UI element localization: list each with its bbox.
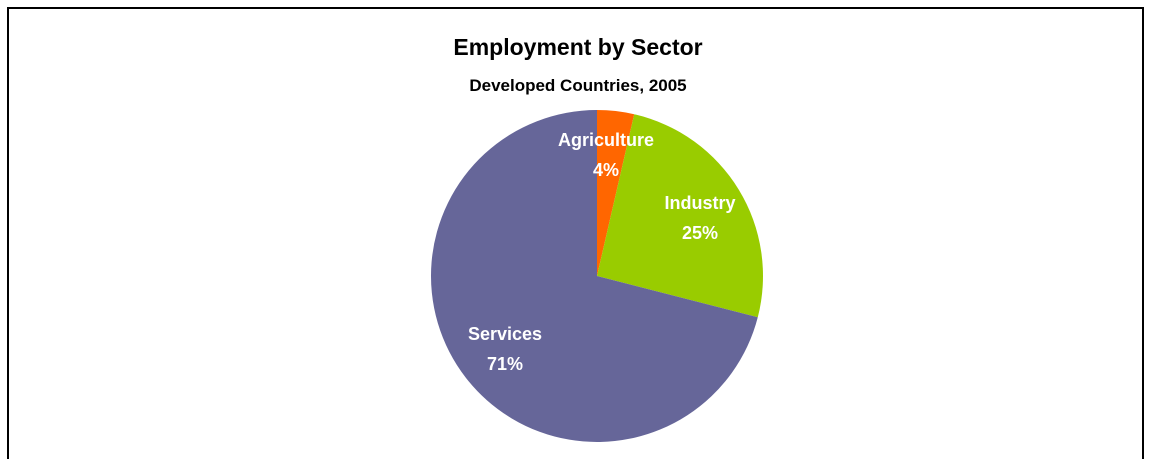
slice-pct-industry: 25% — [682, 223, 718, 243]
slice-label-agriculture: Agriculture — [558, 130, 654, 150]
chart-title: Employment by Sector — [453, 34, 703, 60]
slice-services — [430, 109, 758, 442]
slice-label-services: Services — [468, 324, 542, 344]
pie-slices — [430, 109, 763, 442]
slice-label-industry: Industry — [664, 193, 735, 213]
slice-industry — [597, 114, 763, 318]
chart-subtitle: Developed Countries, 2005 — [469, 76, 687, 95]
slice-pct-agriculture: 4% — [593, 160, 619, 180]
slice-pct-services: 71% — [487, 354, 523, 374]
slice-agriculture — [597, 110, 635, 276]
pie-labels: Agriculture 4% Industry 25% Services 71% — [468, 130, 736, 374]
